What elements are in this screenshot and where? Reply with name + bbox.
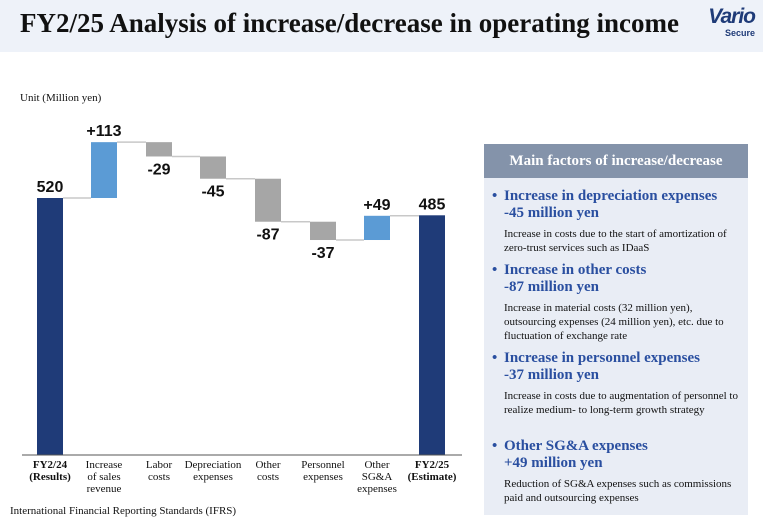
category-label-7: (Estimate) [408,471,457,483]
data-label-5: -37 [311,245,334,262]
data-label-1: +113 [86,123,121,140]
bar-0 [37,198,63,455]
company-logo: Vario Secure [689,5,756,46]
category-label-7: FY2/25 [415,459,450,471]
logo-sub-text: Secure [724,28,755,38]
factor-item-other-costs: • Increase in other costs -87 million ye… [492,262,746,343]
factor-title-line1: Increase in other costs [504,262,647,278]
category-label-6: SG&A [362,471,393,483]
factor-title-line2: +49 million yen [504,455,603,471]
factor-title-line1: Increase in personnel expenses [504,350,700,366]
footnote: International Financial Reporting Standa… [10,505,237,517]
data-label-7: 485 [419,196,446,213]
factor-description: Increase in material costs (32 million y… [504,302,724,342]
factor-title: • Increase in personnel expenses -37 mil… [492,350,746,384]
bullet-icon: • [492,262,498,278]
data-label-4: -87 [256,227,279,244]
category-label-0: FY2/24 [33,459,68,471]
factor-title-line2: -87 million yen [504,279,600,295]
factors-panel-title: Main factors of increase/decrease [484,144,748,178]
bar-5 [310,221,336,241]
category-label-5: Personnel [301,459,344,471]
factor-title-line2: -37 million yen [504,367,600,383]
bar-3 [200,156,226,179]
factor-item-sga: • Other SG&A expenses +49 million yen Re… [492,438,746,505]
category-label-4: costs [257,471,279,483]
waterfall-chart: 520 +113 -29 -45 -87 -37 +49 485 FY2/24(Results)… [22,123,462,495]
category-label-5: expenses [303,471,343,483]
data-label-6: +49 [363,197,390,214]
bar-6 [364,215,390,241]
data-label-3: -45 [201,184,224,201]
category-label-4: Other [255,459,280,471]
bar-1 [91,142,117,198]
factor-title-line1: Other SG&A expenses [504,438,648,454]
bar-7 [419,215,445,455]
factor-title: • Increase in other costs -87 million ye… [492,262,746,296]
factor-title: • Increase in depreciation expenses -45 … [492,188,746,222]
category-label-6: Other [364,459,389,471]
factor-description: Increase in costs due to augmentation of… [504,390,738,416]
factor-item-depreciation: • Increase in depreciation expenses -45 … [492,188,746,255]
factors-panel: Main factors of increase/decrease • Incr… [484,144,748,515]
category-label-1: revenue [87,483,122,495]
factor-title-line1: Increase in depreciation expenses [504,188,718,204]
data-label-2: -29 [147,161,170,178]
factor-title: • Other SG&A expenses +49 million yen [492,438,746,472]
category-label-6: expenses [357,483,397,495]
category-label-3: Depreciation [185,459,242,471]
category-label-1: of sales [87,471,120,483]
category-label-2: costs [148,471,170,483]
page-title: FY2/25 Analysis of increase/decrease in … [20,8,679,38]
factor-title-line2: -45 million yen [504,205,600,221]
bar-4 [255,178,281,222]
bullet-icon: • [492,438,498,454]
factor-item-personnel: • Increase in personnel expenses -37 mil… [492,350,746,417]
category-label-0: (Results) [29,471,71,483]
data-label-0: 520 [37,179,64,196]
bar-2 [146,142,172,157]
unit-label: Unit (Million yen) [20,92,102,104]
category-label-2: Labor [146,459,173,471]
bullet-icon: • [492,350,498,366]
factor-description: Increase in costs due to the start of am… [504,228,727,254]
bullet-icon: • [492,188,498,204]
factor-description: Reduction of SG&A expenses such as commi… [504,478,732,504]
category-label-3: expenses [193,471,233,483]
logo-main-text: Vario [708,5,756,28]
title-bar: FY2/25 Analysis of increase/decrease in … [0,0,763,52]
category-label-1: Increase [86,459,123,471]
